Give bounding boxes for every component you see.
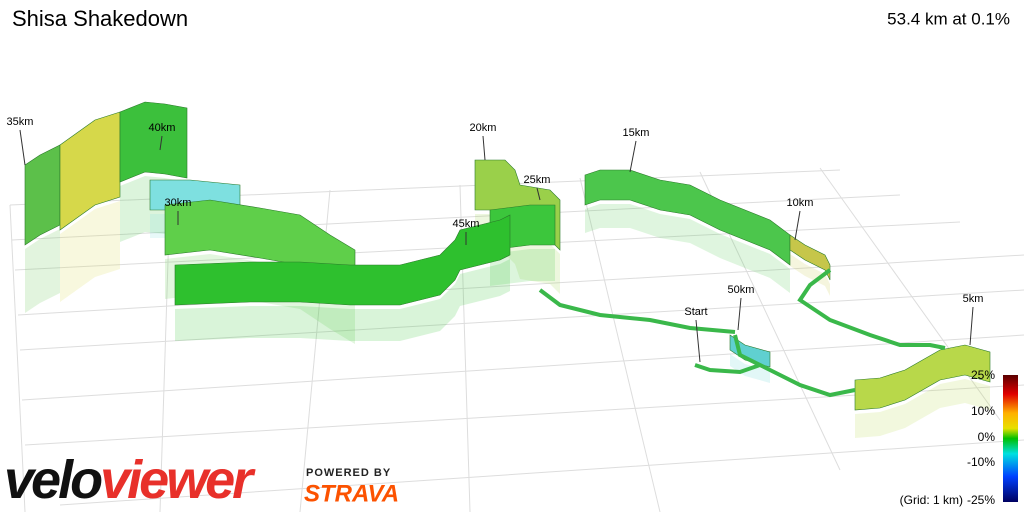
powered-by: POWERED BY (306, 467, 391, 479)
route-ribbon (538, 288, 736, 334)
logo-part: viewer (100, 450, 256, 510)
marker-label: 25km (524, 174, 551, 186)
route-ribbon (797, 268, 946, 350)
wall-reflection (25, 229, 60, 313)
summary: 53.4 km at 0.1% (887, 9, 1010, 28)
marker-label: 35km (7, 116, 34, 128)
legend-label: -25% (967, 493, 995, 507)
wall-reflection (175, 259, 510, 341)
marker-label: 45km (453, 218, 480, 230)
strava-logo: STRAVA (304, 480, 399, 507)
marker-label: 50km (728, 284, 755, 296)
wall-reflection (855, 379, 990, 438)
marker-label: 5km (963, 293, 984, 305)
route-wall (854, 344, 991, 411)
distance-markers (19, 129, 974, 363)
legend-label: 10% (971, 404, 995, 418)
marker-label: 10km (787, 197, 814, 209)
legend-label: -10% (967, 455, 995, 469)
title: Shisa Shakedown (12, 6, 188, 31)
route-wall (174, 214, 511, 306)
route-ribbon (733, 334, 856, 398)
grid-note: (Grid: 1 km) (900, 493, 963, 507)
route-wall (119, 101, 188, 183)
gradient-scale (1003, 375, 1018, 502)
marker-label: 40km (149, 122, 176, 134)
marker-label: 15km (623, 127, 650, 139)
route-ribbon (694, 363, 761, 375)
marker-label: Start (684, 306, 707, 318)
logo: veloviewer (4, 450, 256, 510)
route-wall (24, 144, 61, 246)
wall-reflection (790, 254, 830, 296)
wall-reflection (60, 201, 120, 302)
legend-label: 0% (978, 430, 996, 444)
route-wall (59, 111, 121, 231)
route-wall (584, 169, 791, 266)
wall-reflection (585, 204, 790, 293)
logo-part: velo (4, 450, 102, 510)
route-wall (729, 334, 771, 368)
route-walls (24, 101, 991, 438)
marker-label: 20km (470, 122, 497, 134)
marker-label: 30km (165, 197, 192, 209)
wall-reflection (490, 249, 555, 286)
legend-label: 25% (971, 368, 995, 382)
route-wall (789, 234, 831, 281)
